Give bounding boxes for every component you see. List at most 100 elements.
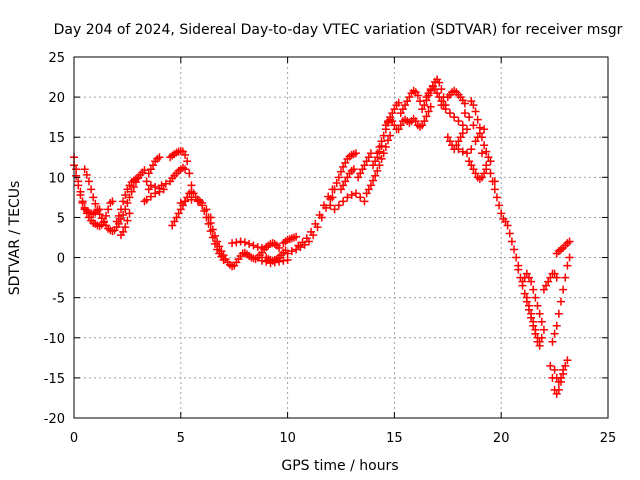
- data-point: [91, 199, 100, 208]
- data-point: [565, 237, 574, 246]
- data-point: [559, 285, 568, 294]
- data-point: [501, 217, 510, 226]
- data-point: [93, 205, 102, 214]
- data-point: [185, 169, 194, 178]
- y-axis-ticks: 25 20 15 10 5 0 -5 -10 -15 -20: [44, 51, 608, 427]
- data-point: [465, 157, 474, 166]
- data-point: [488, 177, 497, 186]
- y-tick-label: 15: [48, 131, 65, 146]
- data-point: [332, 178, 341, 187]
- data-point: [552, 389, 561, 398]
- data-points: [70, 75, 574, 398]
- data-point: [450, 113, 459, 122]
- x-axis-ticks: 0 5 10 15 20 25: [70, 57, 616, 446]
- data-point: [146, 165, 155, 174]
- data-point: [339, 162, 348, 171]
- data-point: [503, 221, 512, 230]
- data-point: [140, 166, 149, 175]
- data-point: [552, 321, 561, 330]
- data-point: [373, 166, 382, 175]
- x-tick-label: 25: [600, 431, 617, 446]
- data-point: [452, 141, 461, 150]
- data-point: [87, 185, 96, 194]
- data-point: [347, 190, 356, 199]
- data-point: [550, 269, 559, 278]
- data-point: [420, 117, 429, 126]
- data-point: [463, 149, 472, 158]
- data-point: [422, 93, 431, 102]
- data-point: [360, 197, 369, 206]
- data-point: [364, 153, 373, 162]
- data-point: [334, 173, 343, 182]
- data-point: [202, 213, 211, 222]
- data-point: [477, 173, 486, 182]
- data-point: [371, 171, 380, 180]
- data-point: [343, 193, 352, 202]
- data-point: [527, 309, 536, 318]
- data-point: [542, 281, 551, 290]
- data-point: [424, 107, 433, 116]
- data-point: [104, 205, 113, 214]
- data-point: [174, 209, 183, 218]
- data-point: [456, 133, 465, 142]
- data-point: [279, 256, 288, 265]
- y-tick-label: 0: [57, 252, 65, 267]
- data-point: [482, 147, 491, 156]
- data-point: [337, 185, 345, 194]
- data-point: [326, 201, 335, 210]
- data-point: [433, 89, 442, 98]
- data-point: [351, 149, 360, 158]
- data-point: [142, 177, 151, 186]
- data-point: [454, 145, 463, 154]
- data-point: [339, 181, 348, 190]
- data-point: [253, 243, 262, 252]
- data-point: [458, 147, 467, 156]
- data-point: [546, 361, 555, 370]
- data-point: [245, 239, 254, 248]
- data-point: [82, 170, 91, 179]
- data-point: [358, 165, 367, 174]
- data-point: [561, 273, 570, 282]
- data-point: [531, 325, 540, 334]
- data-point: [550, 329, 559, 338]
- data-point: [80, 165, 89, 174]
- data-point: [183, 157, 192, 166]
- data-point: [403, 97, 412, 106]
- data-point: [275, 257, 284, 266]
- data-point: [377, 142, 386, 151]
- data-point: [275, 243, 284, 252]
- data-point: [84, 177, 93, 186]
- data-point: [443, 133, 452, 142]
- data-point: [213, 245, 222, 254]
- data-point: [155, 153, 164, 162]
- data-point: [172, 213, 181, 222]
- data-point: [482, 165, 491, 174]
- data-point: [527, 277, 536, 286]
- data-point: [168, 221, 177, 230]
- data-point: [142, 195, 151, 204]
- data-point: [375, 147, 384, 156]
- data-point: [522, 269, 531, 278]
- data-point: [377, 154, 386, 163]
- data-point: [294, 241, 303, 250]
- data-point: [435, 78, 444, 87]
- data-point: [480, 169, 489, 178]
- data-point: [228, 239, 237, 248]
- data-point: [349, 165, 358, 174]
- data-point: [121, 223, 130, 232]
- data-point: [183, 193, 192, 202]
- data-point: [159, 185, 168, 194]
- data-point: [458, 129, 467, 138]
- data-point: [437, 101, 446, 110]
- data-point: [561, 361, 570, 370]
- data-point: [492, 193, 501, 202]
- data-point: [441, 105, 450, 114]
- data-point: [537, 317, 546, 326]
- data-point: [119, 197, 128, 206]
- data-point: [480, 141, 489, 150]
- data-point: [369, 161, 378, 170]
- x-tick-label: 10: [279, 431, 296, 446]
- data-point: [416, 97, 425, 106]
- data-point: [78, 199, 87, 208]
- data-point: [334, 201, 343, 210]
